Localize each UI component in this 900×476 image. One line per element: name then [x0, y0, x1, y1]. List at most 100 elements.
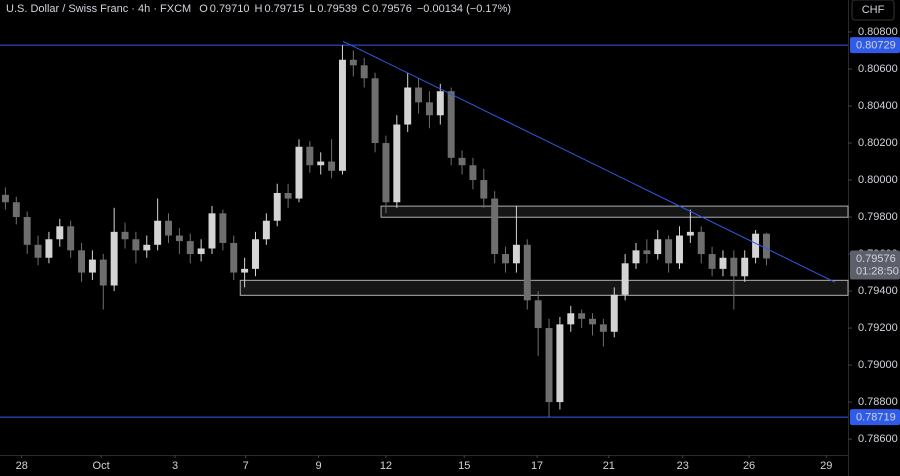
candle-body [697, 231, 705, 255]
y-tick-label: 0.79400 [858, 285, 898, 297]
ohlc-value: 0.79576 [372, 3, 412, 15]
x-tick-label: 7 [243, 460, 249, 472]
candle-body [219, 213, 227, 243]
candle-body [567, 313, 575, 325]
x-tick-label: 23 [677, 460, 689, 472]
x-tick-label: Oct [93, 460, 110, 472]
candle-body [78, 250, 86, 273]
currency-box[interactable] [851, 0, 895, 21]
price-label: 0.80729 [856, 40, 896, 52]
candle-body [262, 220, 270, 240]
candle-body [393, 124, 401, 203]
candle-body [12, 202, 20, 218]
candle-body [502, 254, 510, 264]
candle-body [197, 248, 205, 255]
candle-body [719, 257, 727, 269]
x-tick-label: 29 [820, 460, 832, 472]
candle-body [317, 161, 325, 166]
candle-body [654, 239, 662, 255]
zone [239, 279, 849, 296]
y-tick-label: 0.80200 [858, 137, 898, 149]
currency: CHF [862, 4, 885, 16]
candle-body [425, 102, 433, 116]
x-tick-label: 17 [531, 460, 543, 472]
header: U.S. Dollar / Swiss Franc · 4h · FXCM O 0.… [6, 3, 511, 15]
candle-body [643, 250, 651, 255]
candle-body [523, 244, 531, 301]
candle-body [88, 259, 96, 273]
countdown: 01:28:50 [856, 265, 899, 277]
candle-body [186, 241, 194, 255]
candle-body [556, 324, 564, 403]
candle-body [512, 244, 520, 264]
candle-body [371, 78, 379, 144]
candle-body [34, 244, 42, 258]
candle-body [208, 213, 216, 249]
candle-body [328, 161, 336, 171]
zone [380, 205, 849, 218]
candle-body [67, 226, 75, 251]
candle-body [447, 91, 455, 158]
y-tick-label: 0.80600 [858, 63, 898, 75]
candle-body [752, 233, 760, 258]
candle-body [338, 59, 346, 171]
y-tick-label: 0.78800 [858, 396, 898, 408]
candle-body [56, 226, 64, 240]
candle-body [349, 59, 357, 66]
candle-body [762, 233, 770, 259]
candle-body [404, 87, 412, 125]
price-label-box [850, 409, 900, 426]
candle-body [23, 217, 31, 245]
candle-body [306, 146, 314, 166]
candle-body [121, 231, 129, 240]
y-tick-label: 0.79800 [858, 211, 898, 223]
ohlc-value: 0.79715 [264, 3, 304, 15]
candle-body [1, 194, 9, 203]
candle-body [599, 324, 607, 332]
candle-body [295, 146, 303, 199]
y-tick-label: 0.78600 [858, 433, 898, 445]
candle-body [154, 220, 162, 245]
x-tick-label: 21 [603, 460, 615, 472]
y-tick-label: 0.80400 [858, 100, 898, 112]
x-tick-label: 3 [172, 460, 178, 472]
candle-body [45, 239, 53, 258]
y-tick-label: 0.80800 [858, 26, 898, 38]
candle-body [415, 87, 423, 103]
ohlc-key: H [255, 3, 263, 15]
candle-body [252, 239, 259, 269]
y-tick-label: 0.79200 [858, 322, 898, 334]
candle-body [132, 239, 140, 251]
symbol-title: U.S. Dollar / Swiss Franc · 4h · FXCM [6, 3, 191, 15]
y-tick-label: 0.80000 [858, 174, 898, 186]
candle-body [741, 257, 749, 277]
candle-body [676, 235, 683, 264]
candle-body [730, 257, 738, 277]
price-label-box [850, 37, 900, 54]
last-price-box [850, 250, 900, 280]
candle-body [469, 165, 477, 181]
candle-body [458, 157, 466, 166]
candle-body [545, 328, 553, 403]
candle-body [241, 268, 249, 273]
price-label: 0.78719 [856, 411, 896, 423]
candle-body [708, 254, 716, 269]
candle-body [143, 244, 151, 251]
x-tick-label: 28 [16, 460, 28, 472]
ohlc-key: O [199, 3, 208, 15]
candle-body [284, 192, 292, 199]
candle-body [110, 231, 118, 286]
x-tick-label: 26 [743, 460, 755, 472]
ohlc-key: C [362, 3, 370, 15]
candle-body [621, 263, 629, 295]
candle-body [534, 300, 542, 329]
candle-body [165, 220, 172, 236]
trendline [342, 40, 836, 283]
candle-body [230, 242, 238, 273]
candle-body [360, 65, 368, 79]
candle-body [436, 91, 444, 116]
candle-body [99, 259, 107, 286]
candle-body [491, 198, 499, 255]
